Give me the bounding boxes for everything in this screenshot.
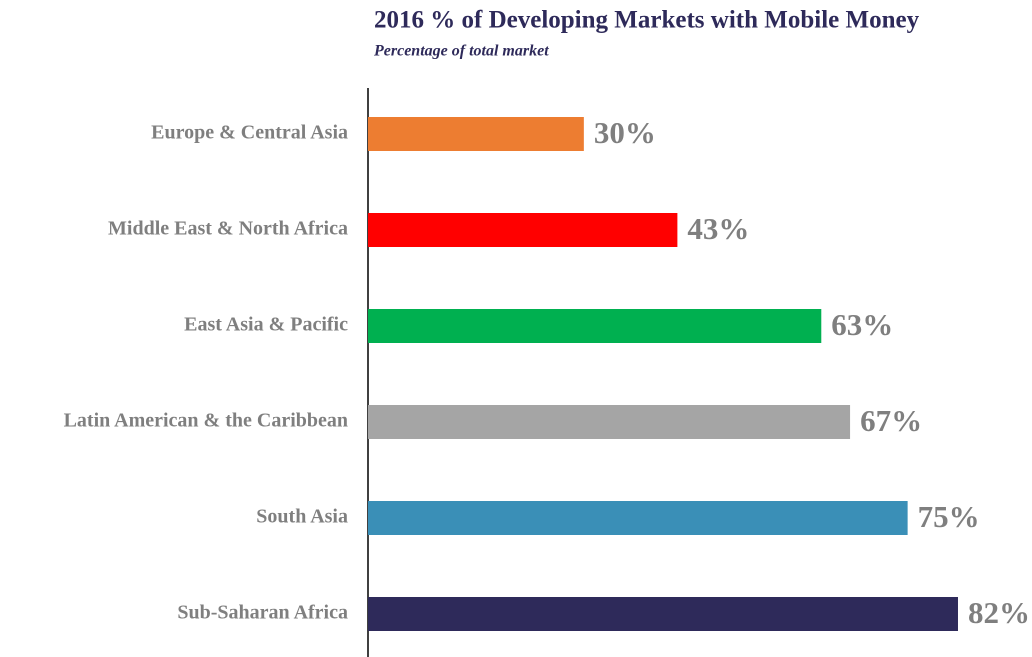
- chart-subtitle: Percentage of total market: [373, 43, 549, 60]
- value-label: 63%: [831, 307, 893, 342]
- y-tick-label: Europe & Central Asia: [151, 122, 348, 144]
- value-label: 82%: [968, 595, 1030, 630]
- bar: [368, 405, 851, 439]
- bar: [368, 213, 678, 247]
- bar: [368, 117, 584, 151]
- chart-title: 2016 % of Developing Markets with Mobile…: [374, 7, 920, 34]
- value-label: 43%: [687, 211, 749, 246]
- value-label: 75%: [918, 499, 980, 534]
- y-tick-label: Middle East & North Africa: [108, 218, 348, 240]
- bar: [368, 309, 822, 343]
- y-tick-label: Sub-Saharan Africa: [177, 602, 348, 624]
- bar: [368, 597, 958, 631]
- y-tick-label: Latin American & the Caribbean: [64, 410, 348, 432]
- y-tick-label: South Asia: [256, 506, 348, 528]
- y-tick-label: East Asia & Pacific: [184, 314, 348, 336]
- value-label: 67%: [860, 403, 922, 438]
- value-label: 30%: [594, 115, 656, 150]
- bar: [368, 501, 908, 535]
